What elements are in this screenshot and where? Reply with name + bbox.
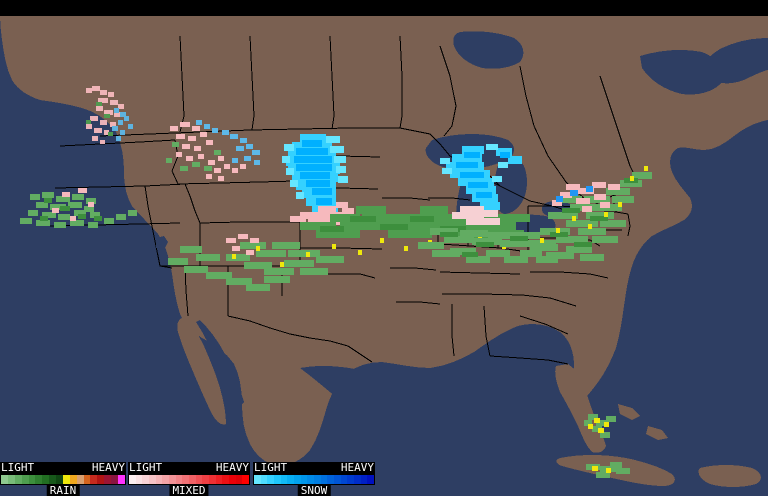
legend-swatch-14 bbox=[347, 475, 354, 484]
legend-swatch-9 bbox=[62, 475, 70, 484]
legend-swatch-0 bbox=[129, 475, 136, 484]
legend-swatch-17 bbox=[242, 475, 249, 484]
precip-northern-rockies bbox=[166, 120, 260, 181]
legend-swatch-1 bbox=[260, 475, 268, 484]
legend-swatch-8 bbox=[307, 475, 314, 484]
great-salt-lake bbox=[156, 236, 168, 250]
legend-swatch-17 bbox=[367, 475, 374, 484]
legend-light-label-mixed: LIGHT bbox=[129, 461, 163, 474]
legend-swatch-11 bbox=[327, 475, 334, 484]
legend-labels-mixed: LIGHT HEAVY bbox=[128, 462, 250, 474]
hispaniola bbox=[698, 465, 761, 487]
legend-swatch-17 bbox=[117, 475, 125, 484]
precipitation-legend: LIGHT HEAVY RAIN LIGHT HEAVY MIXED LIGHT… bbox=[0, 462, 375, 496]
legend-swatch-6 bbox=[42, 475, 50, 484]
legend-swatch-16 bbox=[111, 475, 118, 484]
precip-great-lakes-snow bbox=[440, 144, 522, 225]
legend-swatch-12 bbox=[333, 475, 341, 484]
legend-swatch-7 bbox=[175, 475, 183, 484]
precip-pacific-northwest bbox=[86, 86, 133, 144]
legend-swatch-0 bbox=[1, 475, 8, 484]
legend-swatch-10 bbox=[195, 475, 203, 484]
precip-dakotas-snow bbox=[282, 134, 354, 225]
legend-swatch-4 bbox=[155, 475, 163, 484]
legend-swatch-9 bbox=[188, 475, 196, 484]
legend-swatch-3 bbox=[148, 475, 156, 484]
legend-swatch-11 bbox=[76, 475, 84, 484]
legend-swatch-9 bbox=[313, 475, 321, 484]
legend-swatch-14 bbox=[97, 475, 105, 484]
legend-swatch-8 bbox=[56, 475, 63, 484]
lake-huron bbox=[494, 155, 527, 214]
precip-cascades-oregon bbox=[20, 188, 137, 228]
legend-swatch-6 bbox=[293, 475, 301, 484]
legend-block-rain: LIGHT HEAVY RAIN bbox=[0, 462, 126, 496]
legend-swatch-16 bbox=[360, 475, 368, 484]
legend-title-mixed: MIXED bbox=[169, 485, 209, 496]
legend-swatch-0 bbox=[254, 475, 261, 484]
legend-light-label-snow: LIGHT bbox=[254, 461, 288, 474]
legend-swatch-10 bbox=[69, 475, 77, 484]
legend-swatch-3 bbox=[273, 475, 281, 484]
legend-swatch-16 bbox=[235, 475, 243, 484]
precip-central-plains bbox=[168, 206, 530, 291]
legend-gap-2 bbox=[250, 462, 253, 496]
legend-gradient-rain bbox=[0, 474, 126, 485]
legend-swatch-5 bbox=[35, 475, 43, 484]
radar-map[interactable] bbox=[0, 16, 768, 496]
legend-swatch-12 bbox=[83, 475, 91, 484]
precip-northeast bbox=[530, 166, 652, 261]
legend-swatch-4 bbox=[28, 475, 36, 484]
gulf-of-california bbox=[196, 320, 244, 409]
precip-florida bbox=[584, 414, 616, 438]
legend-swatch-2 bbox=[142, 475, 149, 484]
legend-light-label-rain: LIGHT bbox=[1, 461, 35, 474]
legend-swatch-13 bbox=[340, 475, 348, 484]
legend-block-mixed: LIGHT HEAVY MIXED bbox=[128, 462, 250, 496]
legend-labels-rain: LIGHT HEAVY bbox=[0, 462, 126, 474]
legend-swatch-11 bbox=[202, 475, 209, 484]
legend-swatch-6 bbox=[168, 475, 176, 484]
legend-swatch-8 bbox=[182, 475, 189, 484]
legend-labels-snow: LIGHT HEAVY bbox=[253, 462, 375, 474]
legend-swatch-7 bbox=[300, 475, 308, 484]
legend-swatch-13 bbox=[215, 475, 223, 484]
legend-gap-1 bbox=[126, 462, 128, 496]
baja-california bbox=[177, 316, 226, 425]
legend-swatch-1 bbox=[7, 475, 15, 484]
legend-swatch-5 bbox=[162, 475, 169, 484]
legend-gradient-mixed bbox=[128, 474, 250, 485]
legend-swatch-14 bbox=[222, 475, 229, 484]
legend-swatch-12 bbox=[208, 475, 216, 484]
legend-title-snow: SNOW bbox=[297, 485, 331, 496]
legend-swatch-1 bbox=[135, 475, 143, 484]
legend-heavy-label-mixed: HEAVY bbox=[215, 461, 249, 474]
legend-swatch-2 bbox=[267, 475, 274, 484]
legend-swatch-2 bbox=[14, 475, 22, 484]
legend-swatch-15 bbox=[228, 475, 236, 484]
legend-swatch-4 bbox=[280, 475, 288, 484]
legend-heavy-label-rain: HEAVY bbox=[91, 461, 125, 474]
legend-title-rain: RAIN bbox=[46, 485, 80, 496]
hudson-bay bbox=[453, 31, 524, 69]
legend-swatch-10 bbox=[320, 475, 328, 484]
precip-cuba bbox=[586, 462, 630, 478]
legend-swatch-7 bbox=[49, 475, 56, 484]
bahamas bbox=[618, 404, 668, 440]
header-bar: 22:30 17-APR-2011 GMT ©Copyright WSI Cor… bbox=[0, 0, 768, 31]
legend-swatch-15 bbox=[104, 475, 111, 484]
legend-swatch-3 bbox=[21, 475, 29, 484]
legend-gradient-snow bbox=[253, 474, 375, 485]
precip-midwest bbox=[418, 228, 558, 263]
legend-block-snow: LIGHT HEAVY SNOW bbox=[253, 462, 375, 496]
legend-swatch-13 bbox=[90, 475, 98, 484]
gulf-of-mexico bbox=[300, 364, 578, 463]
legend-swatch-5 bbox=[287, 475, 294, 484]
legend-heavy-label-snow: HEAVY bbox=[340, 461, 374, 474]
atlantic-ocean-northeast bbox=[640, 49, 724, 95]
legend-swatch-15 bbox=[353, 475, 361, 484]
